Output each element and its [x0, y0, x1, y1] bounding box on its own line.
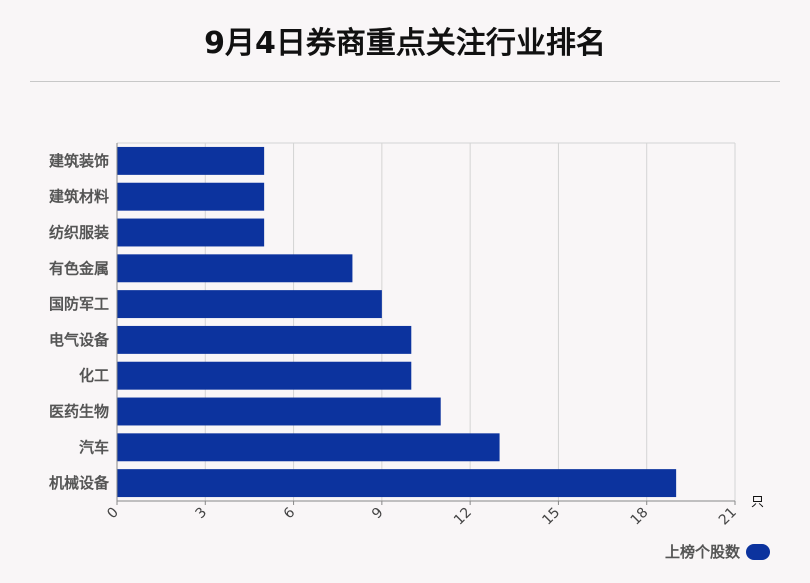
category-label: 化工	[79, 367, 109, 385]
category-label: 有色金属	[49, 259, 109, 277]
bar	[117, 433, 500, 462]
bar-layer	[117, 146, 677, 498]
x-tick-label: 12	[451, 505, 475, 529]
bar	[117, 290, 382, 319]
x-tick-label: 3	[192, 505, 210, 523]
x-tick-label: 9	[369, 505, 387, 523]
bar	[117, 182, 265, 211]
chart-title: 9月4日券商重点关注行业排名	[204, 26, 606, 61]
category-label: 机械设备	[49, 474, 110, 492]
legend: 上榜个股数	[665, 541, 770, 562]
bar	[117, 254, 353, 283]
bar	[117, 397, 441, 426]
category-label: 汽车	[79, 438, 109, 456]
legend-label: 上榜个股数	[664, 543, 740, 561]
x-unit-label: 只	[751, 495, 764, 510]
bar	[117, 218, 265, 247]
x-tick-label: 18	[628, 505, 652, 529]
x-tick-label: 15	[539, 505, 563, 529]
x-tick-label: 6	[281, 504, 299, 522]
category-label: 国防军工	[49, 295, 109, 313]
bar	[117, 146, 265, 175]
category-label: 纺织服装	[49, 224, 110, 242]
title-divider	[30, 81, 780, 82]
category-label: 电气设备	[49, 331, 110, 349]
bar	[117, 469, 677, 498]
bar	[117, 361, 412, 390]
bar	[117, 325, 412, 354]
category-label: 医药生物	[49, 403, 109, 421]
x-tick-label: 21	[716, 505, 740, 529]
legend-swatch	[746, 543, 770, 560]
category-label: 建筑材料	[49, 188, 109, 206]
x-tick-label: 0	[104, 505, 122, 523]
category-label: 建筑装饰	[49, 152, 109, 170]
